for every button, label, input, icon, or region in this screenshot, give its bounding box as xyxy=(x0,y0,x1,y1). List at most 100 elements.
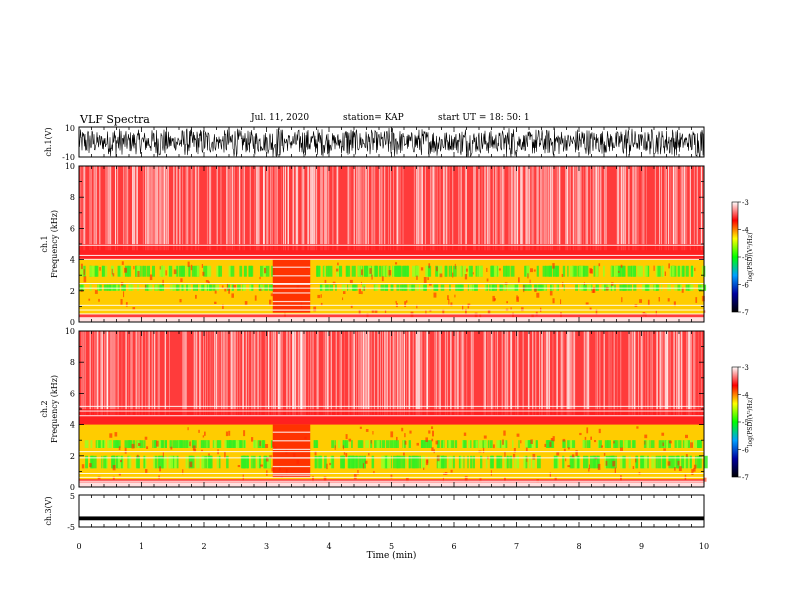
spectrogram-streak xyxy=(271,331,273,416)
spectrogram-red xyxy=(187,427,189,431)
spectrogram-streak xyxy=(572,331,574,416)
spectrogram-streak xyxy=(258,331,260,416)
spectrogram-line xyxy=(79,304,704,306)
spectrogram-streak xyxy=(84,166,86,251)
spectrogram-red xyxy=(589,307,592,310)
spectrogram-streak xyxy=(585,166,587,251)
spectrogram-green xyxy=(264,455,267,469)
spectrogram-streak xyxy=(276,166,278,251)
spectrogram-green xyxy=(108,440,112,448)
spectrogram-streak xyxy=(676,331,678,416)
spectrogram-streak xyxy=(587,331,589,416)
spectrogram-streak xyxy=(327,166,329,251)
spectrogram-green xyxy=(589,455,593,469)
spectrogram-streak xyxy=(271,166,273,251)
spectrogram-streak xyxy=(97,331,99,416)
spectrogram-green xyxy=(178,265,183,277)
spectrogram-red xyxy=(611,282,614,286)
spectrogram-red xyxy=(701,295,705,302)
ch3-waveform-frame xyxy=(78,494,705,528)
spectrogram-green xyxy=(459,265,462,277)
spectrogram-green xyxy=(339,265,343,277)
spectrogram-streak xyxy=(255,166,257,251)
spectrogram-streak xyxy=(385,331,387,416)
spectrogram-green xyxy=(644,265,648,277)
spectrogram-red xyxy=(492,295,495,302)
spectrogram-streak xyxy=(244,166,245,251)
spectrogram-streak xyxy=(287,166,289,251)
spectrogram-red xyxy=(595,309,598,315)
spectrogram-streak xyxy=(458,166,460,251)
spectrogram-green xyxy=(191,455,195,469)
spectrogram-green xyxy=(399,265,402,277)
spectrogram-red xyxy=(404,440,407,445)
spectrogram-streak xyxy=(337,166,339,251)
spectrogram-streak xyxy=(388,166,389,251)
spectrogram-red xyxy=(345,434,348,440)
spectrogram-red xyxy=(667,298,670,302)
spectrogram-red xyxy=(530,439,533,444)
spectrogram-red xyxy=(513,453,516,459)
spectrogram-green xyxy=(392,455,397,469)
spectrogram-green xyxy=(498,440,500,448)
spectrogram-red xyxy=(530,268,533,273)
spectrogram-streak xyxy=(666,331,668,416)
spectrogram-red xyxy=(88,298,91,301)
spectrogram-streak xyxy=(550,166,552,251)
spectrogram-red xyxy=(348,438,352,442)
spectrogram-red xyxy=(195,294,197,299)
spectrogram-streak xyxy=(260,331,262,416)
spectrogram-green xyxy=(99,440,101,448)
colorbar xyxy=(731,366,739,478)
spectrogram-streak xyxy=(408,331,411,416)
spectrogram-streak xyxy=(92,331,93,416)
spectrogram-red xyxy=(371,310,374,313)
spectrogram-streak xyxy=(239,166,241,251)
spectrogram-streak xyxy=(154,331,155,416)
spectrogram-streak xyxy=(280,331,282,416)
spectrogram-streak xyxy=(134,166,136,251)
spectrogram-streak xyxy=(466,166,467,251)
spectrogram-streak xyxy=(593,166,595,251)
colorbar-tick-label: -5 xyxy=(742,419,749,427)
spectrogram-streak xyxy=(146,166,147,251)
spectrogram-streak xyxy=(573,331,575,416)
spectrogram-green xyxy=(614,265,618,277)
spectrogram-red xyxy=(703,477,707,482)
spectrogram-streak xyxy=(257,331,258,416)
spectrogram-streak xyxy=(568,166,570,251)
spectrogram-streak xyxy=(153,331,155,416)
spectrogram-streak xyxy=(548,166,549,251)
spectrogram-anomaly-line xyxy=(272,266,311,268)
spectrogram-red xyxy=(647,299,650,306)
spectrogram-green xyxy=(703,265,706,277)
spectrogram-streak xyxy=(243,166,245,251)
spectrogram-red xyxy=(283,313,286,317)
spectrogram-streak xyxy=(316,331,318,416)
spectrogram-red xyxy=(114,432,118,437)
spectrogram-green xyxy=(351,265,355,277)
spectrogram-green xyxy=(437,265,442,277)
spectrogram-streak xyxy=(501,166,503,251)
spectrogram-streak xyxy=(541,331,543,416)
spectrogram-green xyxy=(381,455,384,469)
spectrogram-red xyxy=(208,453,210,456)
spectrogram-streak xyxy=(147,166,149,251)
spectrogram-red xyxy=(244,301,248,305)
spectrogram-red xyxy=(523,288,525,293)
spectrogram-green xyxy=(385,265,388,277)
spectrogram-streak xyxy=(97,331,99,416)
spectrogram-red xyxy=(416,275,418,280)
spectrogram-streak xyxy=(274,166,277,251)
spectrogram-green xyxy=(365,440,369,448)
spectrogram-green xyxy=(357,265,360,277)
spectrogram-streak xyxy=(176,166,178,251)
spectrogram-green xyxy=(657,265,661,277)
spectrogram-red xyxy=(645,313,647,317)
spectrogram-streak xyxy=(668,331,669,416)
spectrogram-red xyxy=(565,458,567,462)
spectrogram-streak xyxy=(684,166,686,251)
spectrogram-streak xyxy=(556,166,558,251)
spectrogram-streak xyxy=(363,331,365,416)
spectrogram-streak xyxy=(450,331,451,416)
